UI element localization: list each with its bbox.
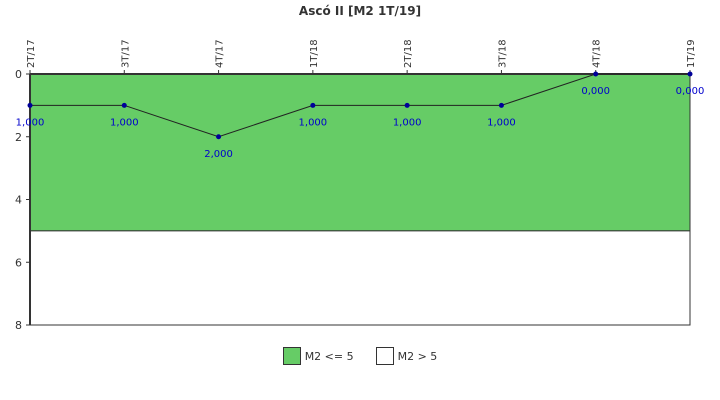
y-tick-label-3: 6 (15, 256, 22, 269)
data-label-4: 1,000 (393, 117, 422, 128)
x-tick-label-5: 3T/18 (497, 39, 508, 68)
legend-item-band-1: M2 > 5 (375, 345, 438, 367)
y-tick-label-4: 8 (15, 319, 22, 332)
y-tick-label-1: 2 (15, 131, 22, 144)
legend: M2 <= 5 M2 > 5 (0, 345, 720, 367)
x-tick-label-0: 2T/17 (26, 39, 37, 68)
y-tick-label-0: 0 (15, 68, 22, 81)
legend-label-band-1: M2 > 5 (397, 349, 438, 363)
data-point-6 (593, 71, 599, 77)
data-label-0: 1,000 (16, 117, 45, 128)
chart-title: Ascó II [M2 1T/19] (298, 4, 422, 18)
legend-item-band-0: M2 <= 5 (282, 345, 354, 367)
x-tick-label-3: 1T/18 (309, 39, 320, 68)
data-point-3 (310, 102, 316, 108)
band-1 (29, 230, 691, 326)
data-point-4 (404, 102, 410, 108)
data-point-7 (687, 71, 693, 77)
data-label-6: 0,000 (581, 86, 610, 97)
x-tick-label-2: 4T/17 (215, 39, 226, 68)
data-label-2: 2,000 (204, 149, 233, 160)
legend-label-band-0: M2 <= 5 (304, 349, 354, 363)
data-label-1: 1,000 (110, 117, 139, 128)
data-label-5: 1,000 (487, 117, 516, 128)
x-tick-label-7: 1T/19 (686, 39, 697, 68)
data-point-0 (27, 102, 33, 108)
x-tick-label-1: 3T/17 (120, 39, 131, 68)
x-tick-label-4: 2T/18 (403, 39, 414, 68)
data-point-5 (498, 102, 504, 108)
band-0 (29, 73, 691, 232)
x-tick-label-6: 4T/18 (592, 39, 603, 68)
data-label-3: 1,000 (299, 117, 328, 128)
data-point-2 (216, 134, 222, 140)
data-point-1 (121, 102, 127, 108)
series-line-0 (30, 73, 690, 138)
y-tick-label-2: 4 (15, 194, 22, 207)
legend-swatch-band-0 (282, 347, 301, 365)
legend-swatch-band-1 (375, 347, 394, 365)
data-label-7: 0,000 (676, 86, 705, 97)
